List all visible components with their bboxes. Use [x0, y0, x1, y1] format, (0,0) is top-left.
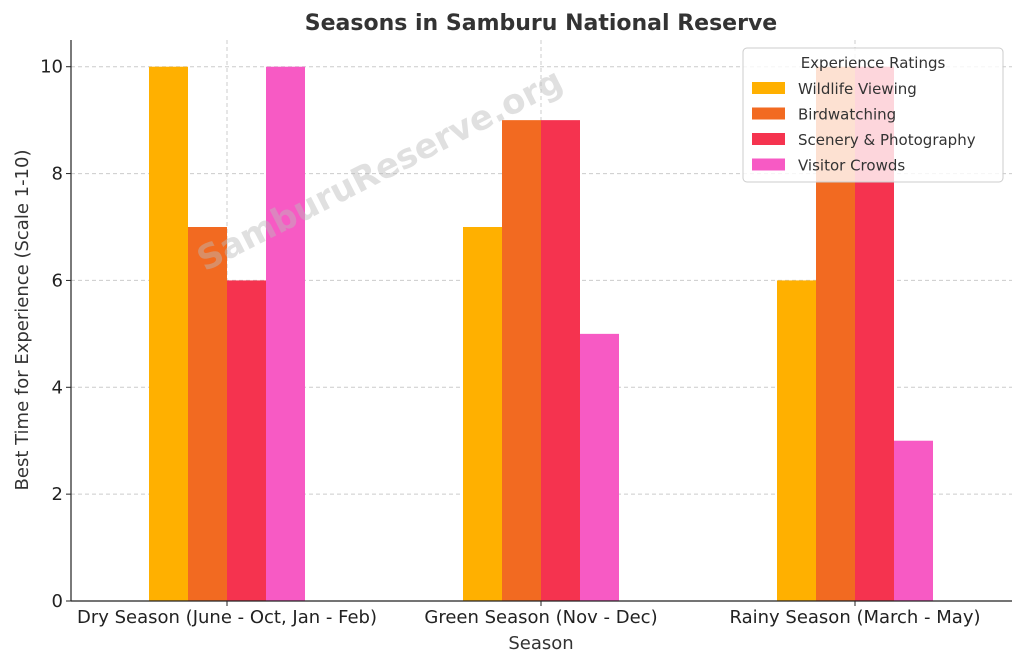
legend-box	[742, 47, 1004, 183]
legend-title: Experience Ratings	[801, 54, 946, 72]
y-tick-label: 6	[52, 270, 63, 291]
legend-label: Scenery & Photography	[798, 131, 976, 149]
x-tick-label: Green Season (Nov - Dec)	[424, 607, 657, 628]
bar	[266, 66, 305, 601]
bar	[894, 440, 933, 601]
y-tick-label: 2	[52, 484, 63, 505]
y-axis-label: Best Time for Experience (Scale 1-10)	[12, 150, 33, 491]
axes	[66, 40, 1012, 606]
legend-label: Birdwatching	[798, 106, 896, 124]
bar	[463, 227, 502, 601]
y-tick-label: 0	[52, 591, 63, 612]
y-tick-label: 4	[52, 377, 63, 398]
x-tick-label: Rainy Season (March - May)	[729, 607, 980, 628]
bar	[188, 227, 227, 601]
bar	[777, 280, 816, 601]
bar	[580, 333, 619, 601]
bar	[149, 66, 188, 601]
y-tick-label: 10	[40, 57, 63, 78]
x-tick-label: Dry Season (June - Oct, Jan - Feb)	[77, 607, 377, 628]
legend-swatch	[752, 82, 785, 94]
x-axis-label: Season	[508, 633, 573, 654]
legend-label: Wildlife Viewing	[798, 80, 917, 98]
y-tick-label: 8	[52, 164, 63, 185]
legend-swatch	[752, 158, 785, 171]
bar	[227, 280, 266, 601]
chart-title: Seasons in Samburu National Reserve	[305, 11, 777, 36]
bars	[149, 66, 933, 602]
bar	[541, 120, 580, 602]
legend-swatch	[752, 133, 785, 145]
legend-swatch	[752, 107, 785, 120]
legend: Experience Ratings Wildlife Viewing Birdw…	[742, 47, 1004, 183]
bar	[502, 120, 541, 602]
legend-label: Visitor Crowds	[798, 157, 905, 175]
tick-labels: 0 2 4 6 8 10 Dry Season (June - Oct, Jan - Feb…	[40, 57, 980, 628]
